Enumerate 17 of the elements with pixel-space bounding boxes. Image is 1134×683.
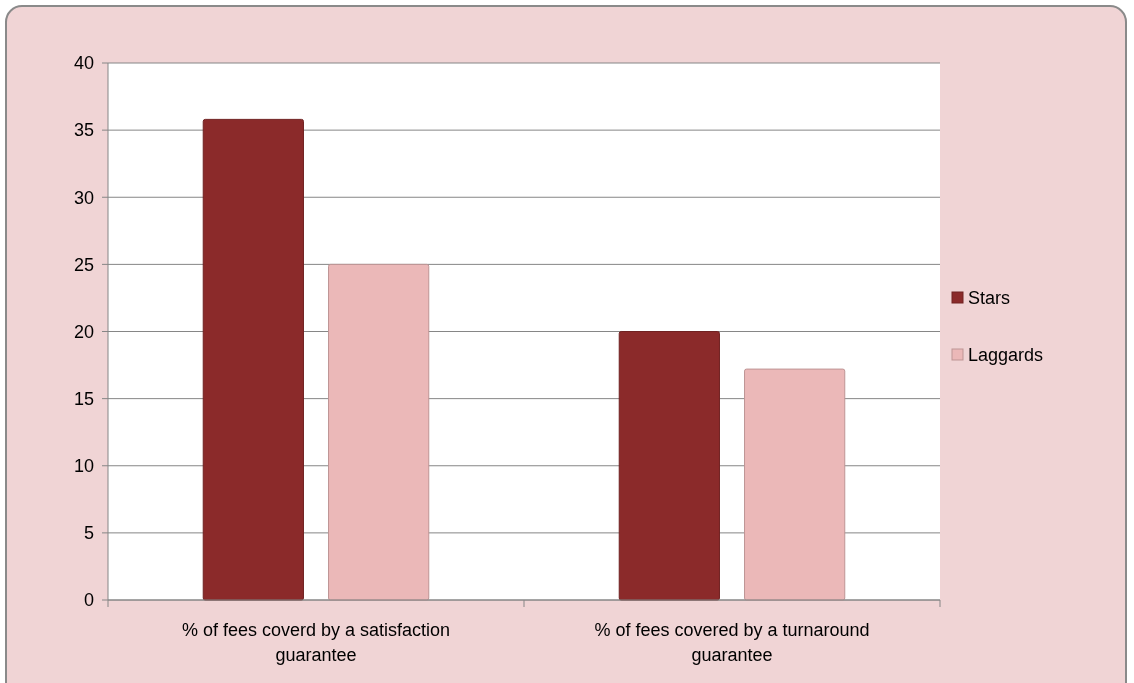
y-tick-label: 25 <box>73 254 94 275</box>
legend-label: Stars <box>968 288 1011 309</box>
bar <box>202 118 304 601</box>
y-tick-label: 35 <box>73 120 94 141</box>
y-tick-label: 15 <box>73 388 94 409</box>
y-tick-label: 20 <box>73 321 94 342</box>
y-tick-label: 0 <box>83 590 94 611</box>
bar <box>328 263 430 601</box>
y-tick-label: 5 <box>83 523 94 544</box>
y-tick-label: 10 <box>73 456 94 477</box>
bar <box>618 331 720 601</box>
y-tick-label: 30 <box>73 187 94 208</box>
y-tick-label: 40 <box>73 53 94 74</box>
x-tick-label: % of fees covered by a turnaround guarantee <box>594 620 870 665</box>
legend-label: Laggards <box>968 345 1044 366</box>
x-tick-label: % of fees coverd by a satisfaction guarantee <box>181 620 451 665</box>
bar <box>744 368 846 601</box>
